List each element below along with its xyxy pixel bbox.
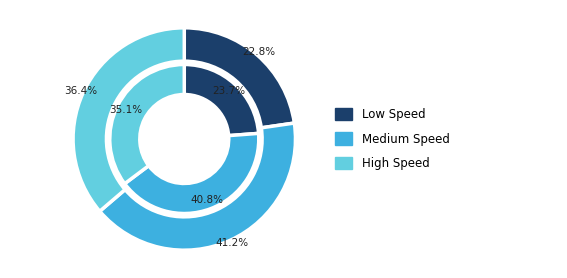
Text: 22.8%: 22.8% <box>243 47 276 57</box>
Text: 41.2%: 41.2% <box>215 238 248 248</box>
Wedge shape <box>73 28 184 211</box>
Wedge shape <box>184 28 294 128</box>
Text: 40.8%: 40.8% <box>191 195 223 205</box>
Legend: Low Speed, Medium Speed, High Speed: Low Speed, Medium Speed, High Speed <box>335 108 450 170</box>
Wedge shape <box>184 64 259 136</box>
Text: 36.4%: 36.4% <box>64 86 97 96</box>
Wedge shape <box>125 133 259 214</box>
Text: 23.7%: 23.7% <box>212 86 245 96</box>
Wedge shape <box>100 123 295 250</box>
Wedge shape <box>110 64 184 184</box>
Text: 35.1%: 35.1% <box>109 105 143 115</box>
